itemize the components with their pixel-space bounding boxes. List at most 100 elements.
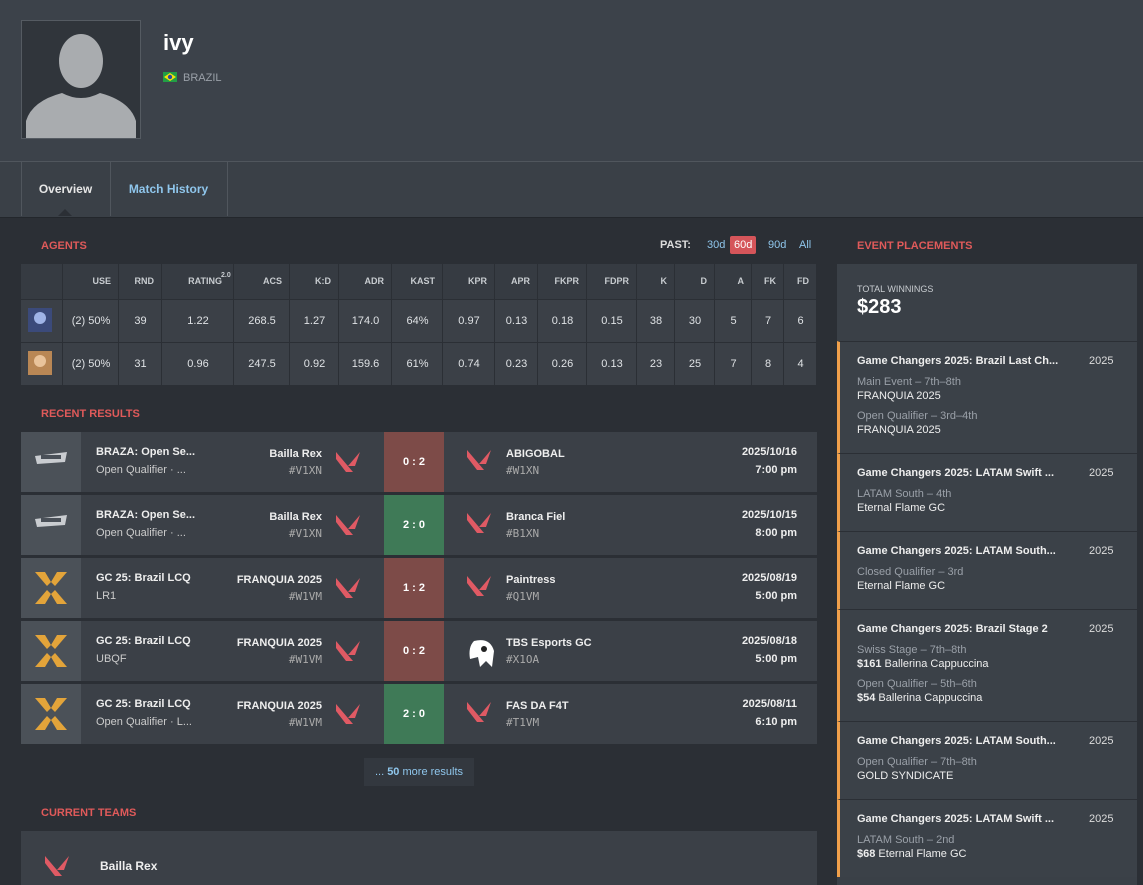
column-header: RND (134, 276, 155, 286)
event-placement[interactable] (837, 609, 1137, 721)
agent-icon (28, 308, 52, 332)
team-logo-shape (336, 515, 360, 535)
column-header: K:D (315, 276, 331, 286)
team-logo (335, 513, 361, 537)
opponent-tag: #Q1VM (506, 590, 540, 603)
tab[interactable]: Match History (128, 182, 209, 196)
team-logo (335, 639, 361, 663)
team-tag: #V1XN (288, 527, 322, 540)
table-value: 247.5 (248, 358, 276, 370)
placement-team: Eternal Flame GC (857, 580, 946, 592)
table-cell (637, 300, 674, 342)
section-title: AGENTS (41, 240, 87, 252)
table-value: 61% (406, 358, 429, 370)
event-logo-shape (35, 572, 67, 604)
tab[interactable]: Overview (38, 182, 93, 196)
score: 0 : 2 (384, 621, 444, 681)
current-team: Bailla Rex (100, 859, 158, 873)
event-name: Game Changers 2025: LATAM South... (857, 545, 1056, 557)
opponent-name: Paintress (506, 574, 556, 586)
event-placement[interactable] (837, 799, 1137, 877)
placement-team-line: $161 Ballerina Cappuccina (857, 658, 989, 670)
table-cell (443, 264, 494, 299)
table-cell (637, 343, 674, 385)
column-header: K (660, 276, 668, 286)
column-header: D (700, 276, 708, 286)
placement-team: Eternal Flame GC (878, 848, 967, 860)
table-value: 0.18 (551, 315, 574, 327)
table-value: 0.15 (601, 315, 623, 327)
more-results[interactable]: ... 50 more results (364, 758, 474, 786)
table-value: 0.74 (458, 358, 480, 370)
table-value: 174.0 (351, 315, 380, 327)
opponent-logo-shape (467, 576, 491, 596)
period-filter[interactable]: All (799, 239, 812, 251)
score: 2 : 0 (384, 495, 444, 555)
placement-prize: $161 (857, 658, 882, 670)
table-cell (443, 343, 494, 385)
table-cell (538, 343, 586, 385)
table-cell (538, 300, 586, 342)
avatar-silhouette (26, 34, 136, 138)
opponent-name: TBS Esports GC (506, 637, 592, 649)
team-logo (335, 576, 361, 600)
event-stage: Open Qualifier · ... (96, 527, 186, 539)
table-value: (2) 50% (71, 358, 111, 370)
table-cell (392, 300, 442, 342)
team-logo-shape (336, 578, 360, 598)
table-value: 8 (764, 358, 772, 370)
table-value: 4 (797, 358, 804, 370)
tab-bar (0, 161, 1143, 218)
header (0, 0, 1143, 161)
table-value: 159.6 (351, 358, 380, 370)
event-name: GC 25: Brazil LCQ (96, 635, 191, 647)
event-placement[interactable] (837, 531, 1137, 609)
table-cell (675, 300, 714, 342)
event-year: 2025 (1089, 355, 1114, 367)
table-cell (119, 264, 161, 299)
table-cell (63, 264, 118, 299)
table-cell (495, 300, 537, 342)
score: 0 : 2 (384, 432, 444, 492)
event-placement[interactable] (837, 453, 1137, 531)
agent-icon-shape (28, 308, 52, 332)
placement-team-line: FRANQUIA 2025 (857, 390, 941, 402)
match-time: 5:00 pm (755, 590, 797, 602)
total-winnings: $283 (857, 296, 902, 318)
event-logo-shape (35, 698, 67, 730)
table-cell (392, 264, 442, 299)
team-logo (335, 702, 361, 726)
event-name: BRAZA: Open Se... (96, 446, 196, 458)
period-filter[interactable]: 30d (707, 239, 726, 251)
table-value: 64% (406, 315, 429, 327)
table-cell (21, 264, 62, 299)
table-value: 1.22 (187, 315, 209, 327)
table-value: 268.5 (248, 315, 276, 327)
placement-stage: Open Qualifier – 7th–8th (857, 756, 977, 768)
past-label: PAST: (660, 239, 691, 251)
event-year: 2025 (1089, 735, 1114, 747)
column-header: APR (510, 276, 530, 286)
section-title: CURRENT TEAMS (41, 807, 137, 819)
event-logo-shape (35, 635, 67, 667)
event-placement[interactable] (837, 341, 1137, 453)
event-stage: UBQF (96, 653, 127, 665)
match-date: 2025/10/15 (741, 509, 797, 521)
opponent-logo-shape (467, 702, 491, 722)
table-cell (495, 264, 537, 299)
event-placement[interactable] (837, 721, 1137, 799)
table-cell (234, 300, 289, 342)
placement-team: GOLD SYNDICATE (857, 770, 954, 782)
table-value: 0.13 (505, 315, 528, 327)
event-logo-bg (21, 684, 81, 744)
table-cell (587, 300, 636, 342)
team-tag: #V1XN (288, 464, 322, 477)
table-cell (538, 264, 586, 299)
opponent-name: ABIGOBAL (506, 448, 565, 460)
period-filter[interactable]: 60d (730, 236, 757, 254)
avatar (21, 20, 141, 139)
team-name: FRANQUIA 2025 (236, 574, 322, 586)
table-cell (119, 343, 161, 385)
event-logo-bg (21, 558, 81, 618)
period-filter[interactable]: 90d (768, 239, 787, 251)
